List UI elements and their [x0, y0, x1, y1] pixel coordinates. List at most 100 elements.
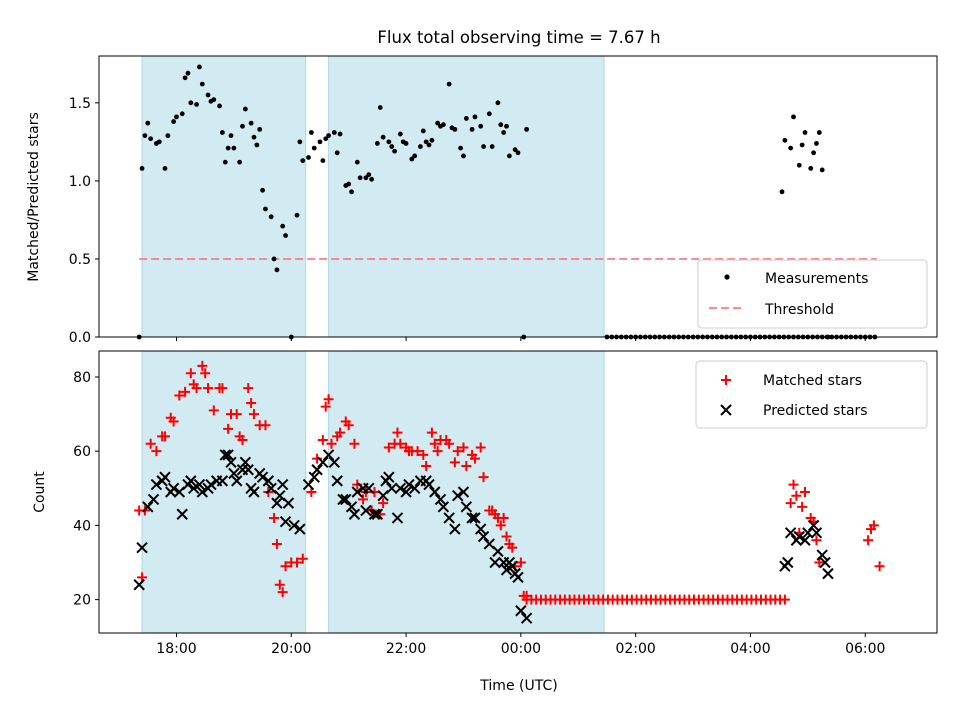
matched-star-point — [785, 498, 796, 509]
predicted-star-point — [159, 471, 171, 483]
measurement-point — [357, 175, 363, 181]
matched-star-point — [248, 409, 259, 420]
measurement-point — [429, 137, 435, 143]
predicted-star-point — [216, 475, 229, 487]
measurement-point — [194, 101, 199, 107]
matched-star-point — [246, 397, 257, 408]
predicted-star-point — [807, 519, 820, 532]
measurement-point — [139, 166, 145, 171]
predicted-star-point — [219, 449, 231, 461]
matched-star-point — [197, 360, 208, 371]
matched-star-point — [280, 561, 291, 572]
measurement-point — [248, 120, 254, 126]
predicted-star-point — [167, 482, 180, 494]
matched-star-point — [277, 587, 288, 598]
bottom-legend: Matched stars Predicted stars — [695, 360, 928, 429]
bottom-spans — [141, 350, 605, 634]
predicted-star-point — [294, 523, 306, 535]
measurement-point — [788, 145, 794, 151]
bottom-xtick-label: 04:00 — [730, 641, 770, 657]
matched-star-point — [507, 542, 518, 553]
matched-star-point — [418, 449, 429, 460]
predicted-star-point — [469, 512, 481, 524]
measurement-point — [217, 103, 222, 109]
measurement-point — [205, 92, 211, 98]
bottom-ytick-label: 60 — [73, 444, 91, 460]
top-y-ticks: 0.0 0.5 1.0 1.5 — [69, 96, 99, 346]
matched-star-point — [335, 427, 346, 438]
matched-star-point — [449, 457, 460, 468]
measurement-point — [274, 267, 280, 273]
measurement-point — [354, 159, 360, 165]
legend-matched-plus — [721, 375, 731, 385]
predicted-star-point — [205, 478, 217, 491]
matched-star-point — [200, 368, 211, 379]
predicted-star-point — [437, 501, 450, 513]
matched-star-point — [378, 498, 389, 509]
predicted-star-point — [474, 523, 487, 535]
measurement-point — [420, 128, 426, 134]
predicted-star-point — [423, 478, 435, 491]
measurement-point — [297, 139, 303, 145]
chart-title: Flux total observing time = 7.67 h — [377, 28, 660, 47]
measurement-point — [156, 139, 162, 145]
top-ytick-label: 0.5 — [69, 252, 91, 268]
matched-star-point — [160, 431, 171, 442]
predicted-star-point — [276, 478, 289, 491]
measurement-point — [251, 134, 257, 140]
bottom-xtick-label: 20:00 — [271, 641, 311, 657]
measurement-point — [271, 256, 277, 262]
measurement-point — [524, 126, 530, 132]
matched-star-point — [358, 494, 369, 505]
measurement-point — [512, 147, 518, 153]
legend-predicted-marker — [720, 404, 732, 416]
legend-predicted-label: Predicted stars — [763, 403, 868, 419]
top-ytick-label: 0.0 — [69, 330, 91, 346]
measurement-point — [320, 158, 326, 163]
predicted-star-point — [345, 501, 358, 513]
top-axes-frame — [98, 55, 938, 338]
top-legend-box — [697, 259, 928, 329]
matched-star-point — [168, 416, 179, 427]
measurement-point — [142, 133, 148, 139]
predicted-star-point — [288, 519, 300, 532]
predicted-star-point — [248, 486, 260, 498]
measurement-point — [260, 187, 265, 193]
measurement-point — [418, 144, 423, 149]
predicted-star-point — [429, 486, 441, 498]
top-x-ticks — [175, 337, 866, 341]
measurement-point — [423, 139, 429, 145]
measurement-point — [211, 97, 217, 103]
measurement-point — [228, 133, 234, 139]
measurement-point — [808, 166, 814, 171]
matched-star-point — [788, 479, 799, 490]
measurement-point — [171, 119, 177, 124]
predicted-star-point — [282, 497, 295, 509]
predicted-star-point — [185, 475, 197, 487]
predicted-star-point — [193, 478, 206, 491]
predicted-star-point — [340, 493, 352, 506]
matched-star-point — [274, 579, 285, 590]
legend-matched-marker — [721, 375, 731, 385]
predicted-star-point — [133, 579, 145, 591]
predicted-star-point — [452, 490, 464, 502]
matched-star-point — [297, 553, 308, 564]
measurement-point — [412, 153, 418, 159]
matched-star-point — [432, 446, 443, 457]
matched-star-point — [180, 386, 191, 397]
measurement-point — [145, 120, 151, 126]
measurement-point — [796, 162, 802, 168]
measurement-point — [280, 223, 286, 229]
measurement-point — [463, 116, 469, 121]
measurement-point — [317, 139, 323, 145]
predicted-star-point — [822, 567, 834, 580]
matched-star-point — [811, 535, 822, 546]
measurement-point — [409, 156, 415, 162]
predicted-star-point — [802, 527, 814, 539]
predicted-star-point — [784, 527, 797, 539]
matched-star-point — [191, 383, 202, 394]
measurement-point — [331, 130, 337, 135]
matched-star-point — [217, 383, 228, 394]
measurement-point — [240, 123, 245, 129]
